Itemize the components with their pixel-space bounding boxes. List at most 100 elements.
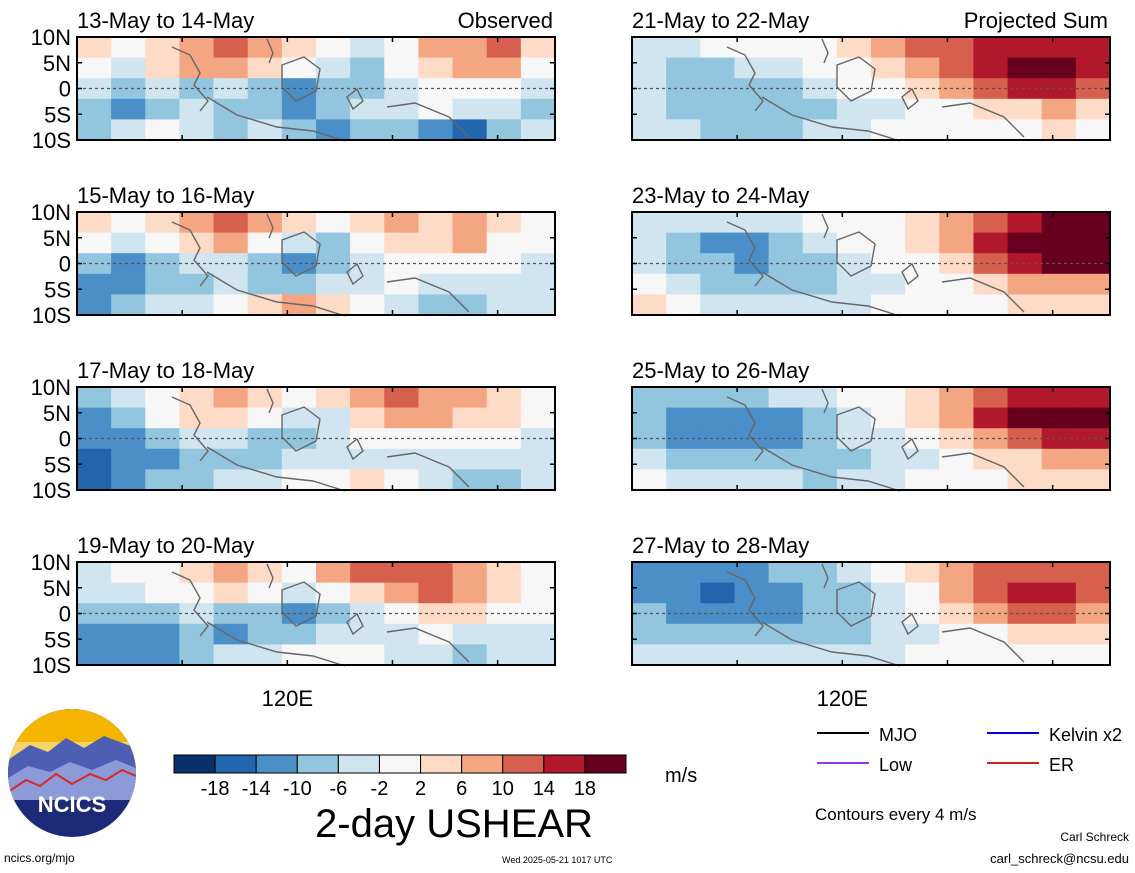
shear-cell [632, 562, 667, 584]
shear-cell [247, 273, 283, 295]
shear-cell [486, 387, 522, 409]
shear-cell [1075, 57, 1111, 79]
lat-tick-label: 5N [43, 226, 71, 251]
shear-cell [905, 448, 940, 470]
shear-cell [1041, 57, 1077, 79]
shear-cell [316, 57, 351, 79]
shear-cell [666, 294, 701, 316]
shear-cell [768, 644, 804, 666]
shear-cell [632, 78, 667, 100]
lat-tick-label: 10N [31, 25, 71, 50]
shear-cell [802, 57, 838, 79]
shear-cell [77, 387, 112, 409]
shear-cell [77, 212, 112, 234]
footer-email[interactable]: carl_schreck@ncsu.edu [990, 851, 1129, 866]
shear-cell [316, 562, 351, 584]
coastline [281, 406, 321, 452]
coastline [346, 437, 364, 461]
shear-cell [179, 562, 215, 584]
shear-cell [247, 37, 283, 59]
shear-cell [700, 562, 736, 584]
shear-cell [145, 119, 181, 141]
coastline [836, 56, 876, 102]
shear-cell [350, 294, 385, 316]
coastline [266, 38, 274, 64]
shear-cell [418, 232, 454, 254]
shear-cell [939, 119, 975, 141]
shear-cell [384, 294, 420, 316]
shear-cell [905, 562, 940, 584]
legend-label: Low [879, 755, 913, 775]
shear-cell [213, 294, 249, 316]
coastline [726, 221, 764, 287]
shear-cell [213, 407, 249, 429]
panel-2: 21-May to 22-May Projected Sum [631, 8, 1111, 142]
shear-cell [418, 387, 454, 409]
shear-cell [871, 623, 906, 645]
shear-cell [836, 623, 872, 645]
ncics-logo-text: NCICS [38, 792, 106, 817]
panel-title: 13-May to 14-May [77, 8, 254, 33]
shear-cell [77, 232, 112, 254]
shear-cell [520, 623, 556, 645]
shear-cell [1007, 273, 1043, 295]
shear-cell [1075, 387, 1111, 409]
shear-cell [77, 253, 112, 275]
shear-cell [632, 212, 667, 234]
shear-cell [384, 644, 420, 666]
shear-cell [111, 294, 146, 316]
footer-author: Carl Schreck [1060, 830, 1129, 844]
shear-cell [836, 582, 872, 604]
colorbar-tick-label: 6 [456, 778, 467, 800]
shear-cell [179, 273, 215, 295]
shear-cell [111, 644, 146, 666]
shear-cell [973, 428, 1009, 450]
shear-cell [768, 562, 804, 584]
shear-cell [486, 273, 522, 295]
shear-cell [1041, 623, 1077, 645]
shear-cell [145, 448, 181, 470]
shear-cell [111, 57, 146, 79]
shear-cell [905, 37, 940, 59]
shear-cell [316, 623, 351, 645]
shear-cell [973, 232, 1009, 254]
shear-cell [734, 119, 770, 141]
shear-cell [418, 428, 454, 450]
shear-cell [632, 232, 667, 254]
shear-cell [520, 407, 556, 429]
shear-cell [973, 582, 1009, 604]
shear-cell [1041, 469, 1077, 491]
shear-cell [1075, 232, 1111, 254]
shear-cell [666, 119, 701, 141]
shear-cell [939, 37, 975, 59]
shear-cell [666, 582, 701, 604]
shear-cell [1007, 212, 1043, 234]
shear-cell [247, 98, 283, 120]
shear-cell [905, 407, 940, 429]
footer-url[interactable]: ncics.org/mjo [4, 851, 75, 865]
shear-cell [350, 562, 385, 584]
shear-cell [666, 232, 701, 254]
shear-cell [632, 603, 667, 625]
coastline [386, 452, 470, 488]
shear-cell [384, 582, 420, 604]
shear-cell [1007, 119, 1043, 141]
shear-cell [111, 603, 146, 625]
shear-cell [973, 387, 1009, 409]
shear-cell [77, 428, 112, 450]
shear-cell [281, 623, 317, 645]
coastline [346, 262, 364, 286]
colorbar-tick-label: -2 [371, 778, 389, 800]
coastline [941, 102, 1025, 138]
shear-cell [734, 294, 770, 316]
shear-cell [700, 273, 736, 295]
shear-cell [700, 294, 736, 316]
shear-cell [452, 98, 488, 120]
shear-cell [939, 387, 975, 409]
shear-cell [77, 644, 112, 666]
shear-cell [1007, 57, 1043, 79]
shear-cell [802, 644, 838, 666]
shear-cell [247, 387, 283, 409]
shear-cell [666, 603, 701, 625]
